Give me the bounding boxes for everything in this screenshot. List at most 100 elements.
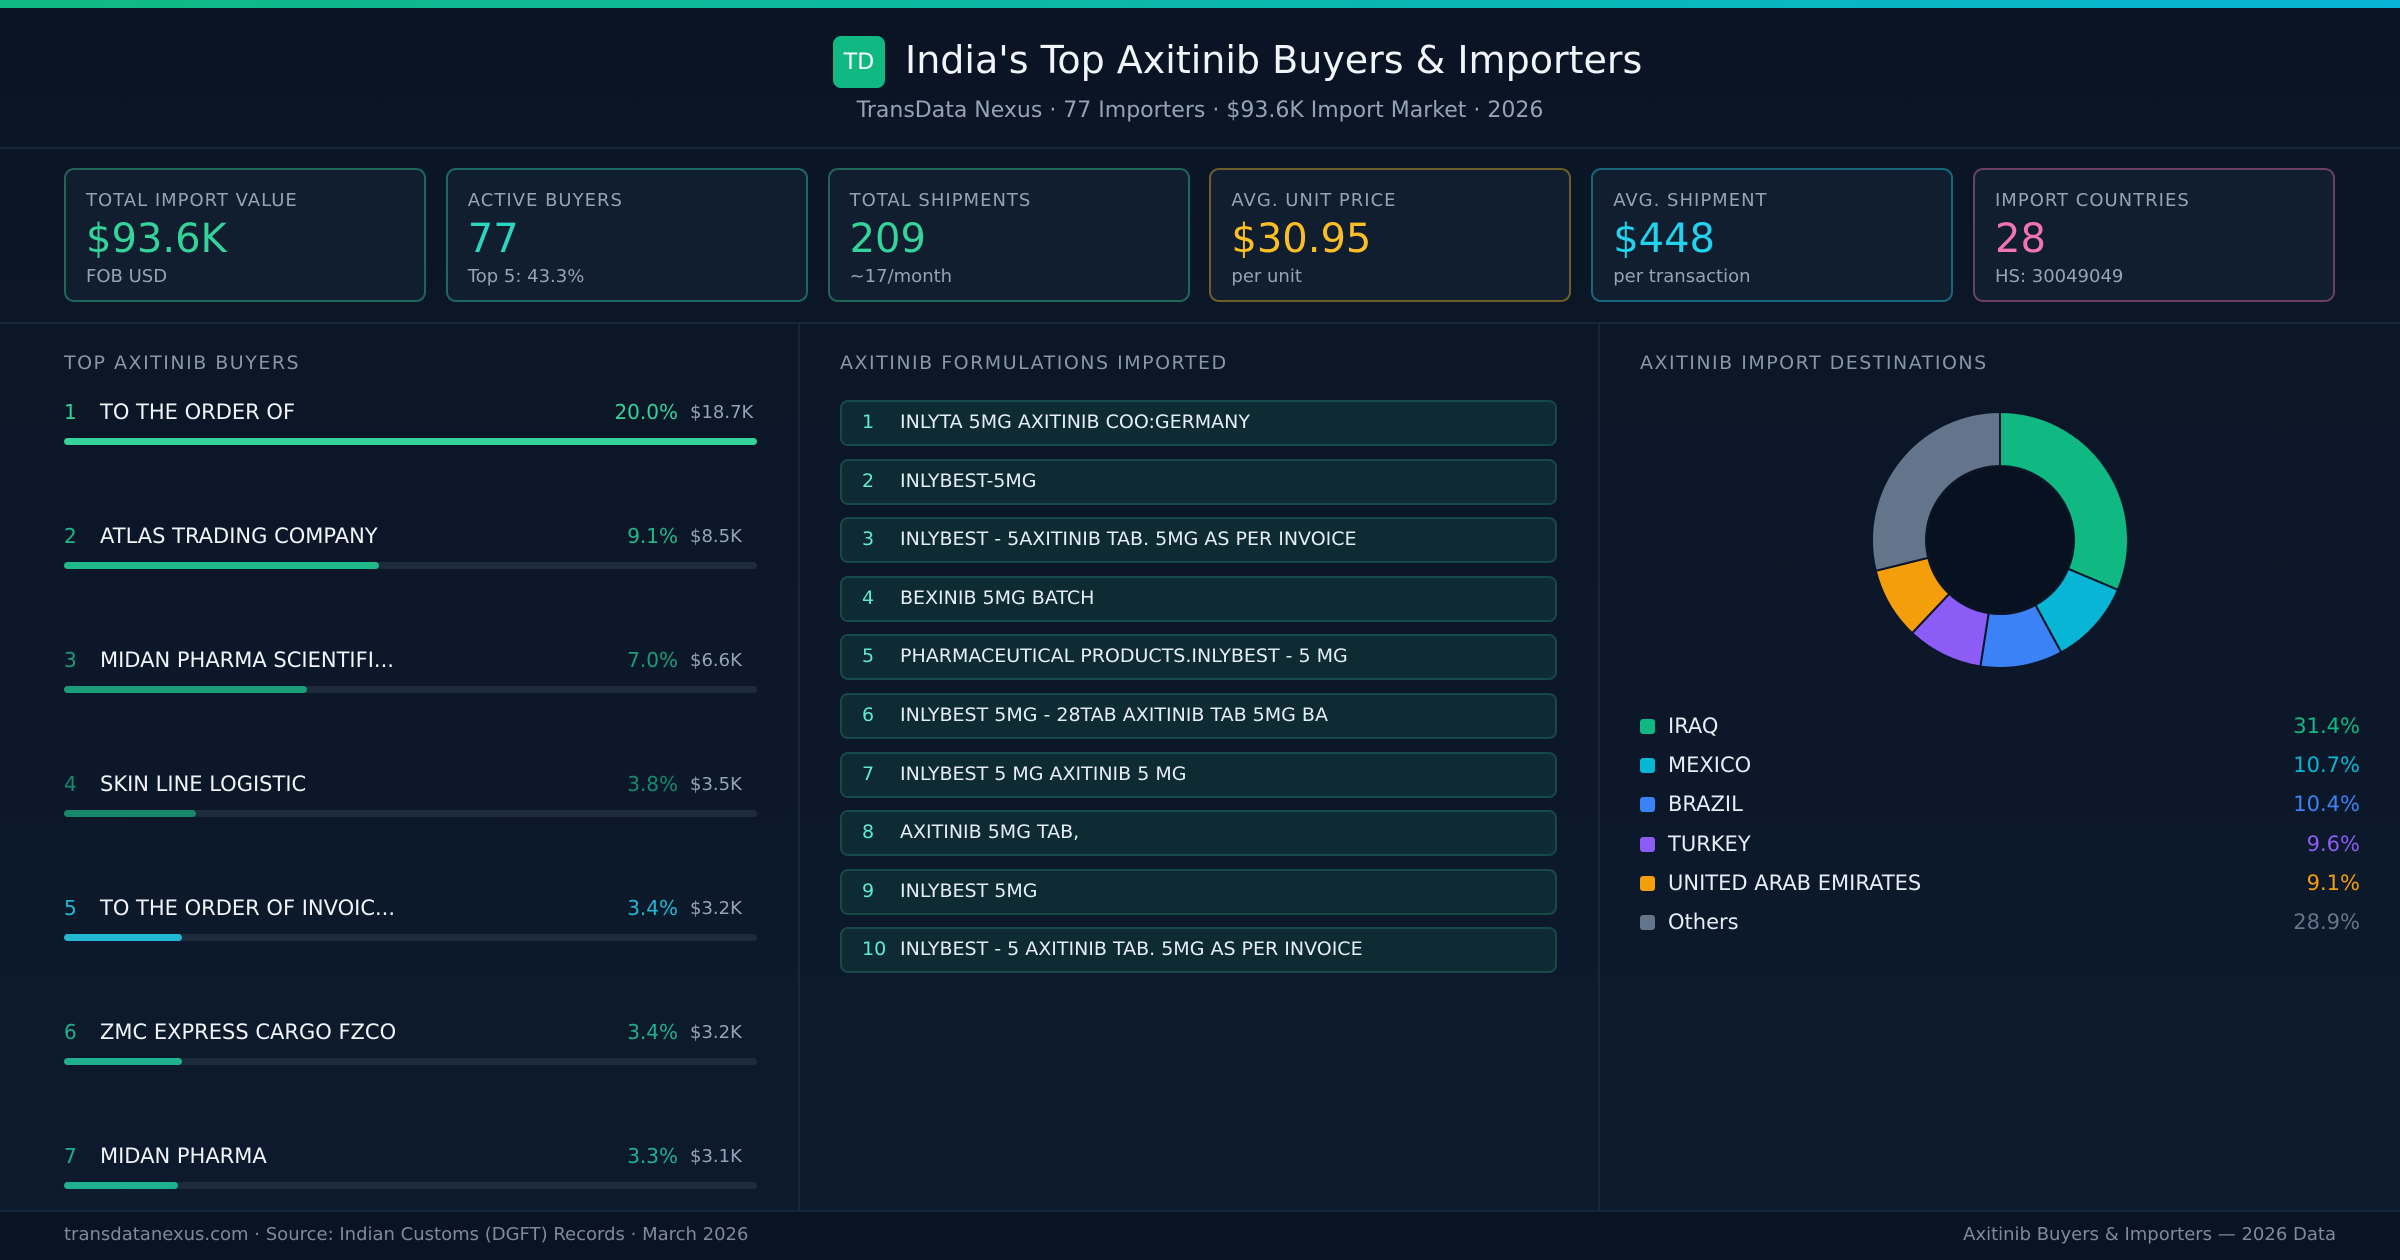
formulation-rank: 10 — [862, 938, 887, 961]
kpi-sub: Top 5: 43.3% — [467, 266, 585, 287]
share-bar — [64, 562, 380, 569]
buyer-rank: 7 — [64, 1144, 77, 1168]
buyer-share: 7.0% — [627, 648, 678, 672]
buyer-share: 3.4% — [627, 896, 678, 920]
buyer-value: $6.6K — [690, 650, 742, 671]
kpi-card: TOTAL IMPORT VALUE $93.6K FOB USD — [64, 168, 426, 302]
formulation-item — [840, 400, 1557, 446]
buyer-rank: 6 — [64, 1020, 77, 1044]
kpi-card: AVG. SHIPMENT $448 per transaction — [1591, 168, 1954, 302]
legend-swatch — [1640, 758, 1655, 774]
page-title: India's Top Axitinib Buyers & Importers — [905, 38, 1643, 82]
buyer-name: ZMC EXPRESS CARGO FZCO — [100, 1020, 397, 1044]
kpi-sub: per transaction — [1613, 266, 1751, 287]
bar-track — [64, 562, 757, 569]
donut-slice — [1999, 410, 2129, 592]
buyer-name: TO THE ORDER OF — [100, 400, 296, 424]
footer-source: transdatanexus.com · Source: Indian Cust… — [64, 1224, 749, 1245]
buyer-name: SKIN LINE LOGISTIC — [100, 772, 307, 796]
formulation-item — [840, 458, 1557, 505]
kpi-card: AVG. UNIT PRICE $30.95 per unit — [1209, 168, 1572, 302]
buyer-share: 3.4% — [627, 1020, 678, 1044]
buyer-value: $3.5K — [690, 774, 742, 795]
donut-slice — [1871, 410, 2001, 573]
formulation-name: PHARMACEUTICAL PRODUCTS.INLYBEST - 5 MG — [900, 645, 1348, 668]
kpi-value: 28 — [1995, 216, 2046, 262]
legend-label: BRAZIL — [1668, 792, 1743, 817]
share-bar — [64, 1182, 179, 1189]
legend-value: 31.4% — [2293, 714, 2360, 738]
legend-value: 10.4% — [2293, 792, 2360, 817]
formulation-rank: 5 — [862, 645, 875, 668]
legend-label: Others — [1668, 910, 1739, 934]
formulation-name: BEXINIB 5MG BATCH — [900, 586, 1095, 609]
formulation-name: AXITINIB 5MG TAB, — [900, 821, 1080, 844]
section-title: AXITINIB IMPORT DESTINATIONS — [1640, 352, 1988, 374]
buyer-rank: 2 — [64, 524, 77, 548]
formulation-name: INLYBEST - 5 AXITINIB TAB. 5MG AS PER IN… — [900, 938, 1363, 961]
section-title: AXITINIB FORMULATIONS IMPORTED — [840, 352, 1228, 374]
formulation-rank: 6 — [862, 704, 875, 726]
kpi-card: TOTAL SHIPMENTS 209 ~17/month — [827, 168, 1190, 302]
kpi-label: IMPORT COUNTRIES — [1995, 190, 2190, 211]
formulation-name: INLYBEST-5MG — [900, 469, 1037, 492]
kpi-label: AVG. SHIPMENT — [1613, 190, 1768, 211]
legend-value: 10.7% — [2293, 753, 2360, 778]
formulation-name: INLYBEST - 5AXITINIB TAB. 5MG AS PER INV… — [900, 528, 1357, 551]
formulation-item — [840, 575, 1557, 622]
kpi-value: 209 — [849, 216, 926, 262]
formulation-item — [840, 810, 1557, 857]
kpi-value: 77 — [467, 216, 519, 262]
buyer-name: TO THE ORDER OF INVOIC... — [100, 896, 396, 920]
formulation-item — [840, 693, 1557, 739]
buyer-rank: 4 — [64, 772, 77, 796]
donut-chart — [1871, 410, 2129, 669]
legend-value: 28.9% — [2293, 910, 2360, 934]
kpi-sub: ~17/month — [849, 266, 953, 287]
footer-note: Axitinib Buyers & Importers — 2026 Data — [1963, 1224, 2336, 1245]
share-bar — [64, 438, 757, 445]
formulation-rank: 3 — [862, 528, 875, 551]
formulation-name: INLYBEST 5MG — [900, 879, 1038, 902]
bar-track — [64, 1058, 757, 1065]
legend-swatch — [1640, 836, 1655, 852]
formulation-name: INLYBEST 5MG - 28TAB AXITINIB TAB 5MG BA — [900, 704, 1328, 726]
divider — [1598, 322, 1600, 1210]
buyer-name: ATLAS TRADING COMPANY — [100, 524, 378, 548]
share-bar — [64, 686, 307, 693]
kpi-sub: FOB USD — [86, 266, 168, 287]
formulation-rank: 9 — [862, 879, 875, 902]
bar-track — [64, 1182, 757, 1189]
formulation-item — [840, 517, 1557, 564]
kpi-value: $30.95 — [1231, 216, 1372, 262]
legend-label: MEXICO — [1668, 753, 1752, 778]
formulation-item — [840, 634, 1557, 681]
kpi-card: IMPORT COUNTRIES 28 HS: 30049049 — [1973, 168, 2335, 302]
formulation-name: INLYBEST 5 MG AXITINIB 5 MG — [900, 762, 1187, 785]
buyer-value: $18.7K — [690, 402, 754, 423]
footer — [0, 1210, 2400, 1260]
formulation-item — [840, 868, 1557, 915]
buyer-name: MIDAN PHARMA SCIENTIFI... — [100, 648, 394, 672]
legend-swatch — [1640, 875, 1655, 891]
buyer-rank: 3 — [64, 648, 77, 672]
buyer-value: $3.2K — [690, 898, 742, 919]
buyer-share: 3.3% — [627, 1144, 678, 1168]
share-bar — [64, 1058, 182, 1065]
buyer-share: 20.0% — [614, 400, 678, 424]
kpi-label: ACTIVE BUYERS — [467, 190, 623, 211]
legend-swatch — [1640, 719, 1655, 734]
legend-label: TURKEY — [1668, 831, 1751, 856]
legend-label: IRAQ — [1668, 714, 1719, 738]
logo: TD — [833, 36, 885, 88]
legend-value: 9.1% — [2306, 870, 2360, 895]
formulation-rank: 7 — [862, 762, 875, 785]
legend-swatch — [1640, 915, 1655, 930]
bar-track — [64, 934, 757, 941]
kpi-sub: per unit — [1231, 266, 1302, 287]
formulation-rank: 1 — [862, 411, 875, 433]
share-bar — [64, 934, 182, 941]
bar-track — [64, 686, 757, 693]
kpi-value: $448 — [1613, 216, 1715, 262]
